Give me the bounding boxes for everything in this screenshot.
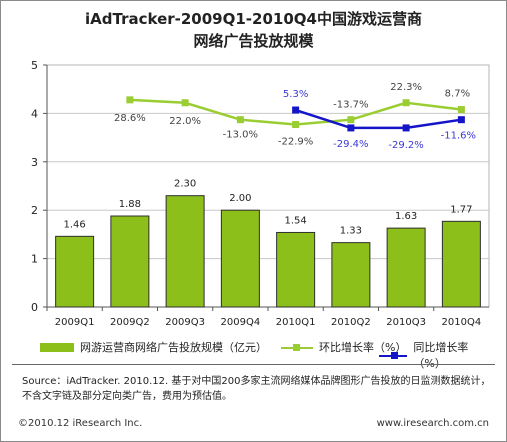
chart-title-line2: 网络广告投放规模 <box>193 32 314 50</box>
x-tick-label: 2009Q4 <box>221 317 261 328</box>
y-tick-label: 3 <box>31 156 38 169</box>
bar-value-label: 1.54 <box>284 215 306 226</box>
bar-value-label: 2.30 <box>174 179 196 190</box>
bar-value-label: 1.33 <box>340 226 362 237</box>
x-tick-label: 2010Q1 <box>276 317 316 328</box>
series-value-label: -13.7% <box>333 100 368 111</box>
legend-label-yoy: 同比增长率（%） <box>413 341 469 370</box>
series-value-label: 5.3% <box>283 89 308 100</box>
series-line <box>295 108 462 130</box>
y-tick-label: 1 <box>31 253 38 266</box>
series-value-label: -22.9% <box>278 137 313 148</box>
y-tick-label: 2 <box>31 204 38 217</box>
bar-value-label: 1.88 <box>119 199 141 210</box>
footer-website: www.iresearch.com.cn <box>376 418 489 429</box>
series-value-label: -11.6% <box>441 131 476 142</box>
series-marker <box>292 121 300 129</box>
legend-item-bar: 网游运营商网络广告投放规模（亿元） <box>40 339 267 355</box>
series-marker <box>347 116 355 124</box>
bar <box>165 195 205 308</box>
y-tick-label: 5 <box>31 59 38 72</box>
series-value-label: 8.7% <box>445 89 470 100</box>
y-tick-label: 0 <box>31 301 38 314</box>
y-tick-label: 4 <box>31 107 38 120</box>
bar <box>276 231 316 308</box>
series-value-label: -29.2% <box>388 140 423 151</box>
legend-swatch-bar <box>40 342 74 352</box>
bar <box>220 209 260 308</box>
legend-label-bar: 网游运营商网络广告投放规模（亿元） <box>80 341 267 354</box>
series-value-label: -13.0% <box>223 130 258 141</box>
series-value-label: -29.4% <box>333 139 368 150</box>
bar <box>441 220 481 308</box>
series-marker <box>181 99 189 107</box>
bar-value-label: 1.63 <box>395 211 417 222</box>
legend-swatch-mom <box>281 343 313 352</box>
series-value-label: 22.0% <box>169 116 201 127</box>
series-marker <box>457 106 465 114</box>
bar <box>331 242 371 308</box>
legend-label-mom: 环比增长率（%） <box>319 341 407 354</box>
series-marker <box>236 116 244 124</box>
bar <box>386 227 426 308</box>
footer-copyright: ©2010.12 iResearch Inc. <box>18 418 143 429</box>
bar-value-label: 1.46 <box>63 219 85 230</box>
x-tick-label: 2009Q3 <box>165 317 205 328</box>
chart-title-line1: iAdTracker-2009Q1-2010Q4中国游戏运营商 <box>85 10 422 28</box>
bar <box>110 215 150 308</box>
series-marker <box>292 106 300 114</box>
legend-swatch-yoy <box>379 351 408 360</box>
x-tick-label: 2009Q1 <box>55 317 95 328</box>
legend-item-yoy: 同比增长率（%） <box>379 339 491 371</box>
x-tick-label: 2010Q4 <box>442 317 482 328</box>
series-marker <box>347 124 355 132</box>
x-tick-label: 2010Q2 <box>331 317 371 328</box>
series-value-label: 22.3% <box>390 82 422 93</box>
legend-item-mom: 环比增长率（%） <box>281 339 406 355</box>
series-value-label: 28.6% <box>114 113 146 124</box>
series-marker <box>402 124 410 132</box>
source-divider <box>12 364 495 365</box>
chart-legend: 网游运营商网络广告投放规模（亿元） 环比增长率（%） 同比增长率（%） <box>40 339 491 370</box>
series-marker <box>402 99 410 107</box>
bar <box>55 235 95 308</box>
series-marker <box>457 116 465 124</box>
x-tick-label: 2010Q3 <box>386 317 426 328</box>
x-tick-label: 2009Q2 <box>110 317 150 328</box>
bar-value-label: 1.77 <box>450 204 472 215</box>
series-marker <box>126 96 134 104</box>
source-note: Source：iAdTracker. 2010.12. 基于对中国200多家主流… <box>22 376 491 402</box>
bar-value-label: 2.00 <box>229 193 251 204</box>
